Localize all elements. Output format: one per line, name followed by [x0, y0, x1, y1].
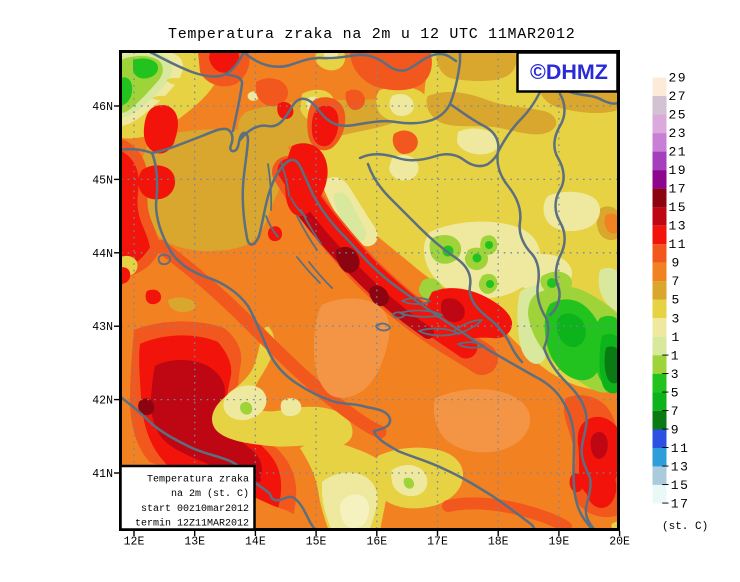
svg-text:©DHMZ: ©DHMZ — [530, 60, 608, 84]
svg-text:9: 9 — [672, 256, 681, 271]
svg-text:17: 17 — [669, 182, 688, 197]
svg-text:1: 1 — [672, 330, 681, 345]
svg-text:15E: 15E — [306, 536, 327, 549]
svg-text:21: 21 — [669, 145, 688, 160]
svg-text:16E: 16E — [366, 536, 387, 549]
svg-text:27: 27 — [669, 89, 688, 104]
svg-text:43N: 43N — [92, 321, 113, 334]
svg-text:−1: −1 — [662, 348, 681, 363]
svg-text:19: 19 — [669, 163, 688, 178]
svg-text:13E: 13E — [184, 536, 205, 549]
svg-text:14E: 14E — [245, 536, 266, 549]
svg-text:25: 25 — [669, 108, 688, 123]
svg-text:46N: 46N — [92, 101, 113, 114]
svg-text:start 00z10mar2012: start 00z10mar2012 — [141, 504, 249, 515]
svg-text:44N: 44N — [92, 248, 113, 261]
svg-text:−7: −7 — [662, 404, 681, 419]
svg-text:−3: −3 — [662, 367, 681, 382]
svg-text:−11: −11 — [662, 441, 690, 456]
svg-text:12E: 12E — [124, 536, 145, 549]
svg-text:−9: −9 — [662, 422, 681, 437]
svg-text:20E: 20E — [609, 536, 630, 549]
svg-text:−17: −17 — [662, 497, 690, 512]
svg-text:Temperatura zraka: Temperatura zraka — [147, 474, 249, 486]
svg-text:−15: −15 — [662, 478, 690, 493]
svg-text:41N: 41N — [92, 468, 113, 481]
svg-text:15: 15 — [669, 200, 688, 215]
svg-text:17E: 17E — [427, 536, 448, 549]
svg-text:na 2m (st. C): na 2m (st. C) — [171, 488, 249, 500]
svg-text:19E: 19E — [549, 536, 570, 549]
svg-text:45N: 45N — [92, 174, 113, 187]
svg-text:5: 5 — [672, 293, 681, 308]
svg-text:18E: 18E — [488, 536, 509, 549]
svg-text:42N: 42N — [92, 395, 113, 408]
svg-text:−13: −13 — [662, 459, 690, 474]
svg-text:23: 23 — [669, 126, 688, 141]
svg-text:29: 29 — [669, 71, 688, 86]
svg-text:11: 11 — [669, 237, 688, 252]
svg-text:7: 7 — [672, 274, 681, 289]
svg-text:Temperatura zraka na 2m u 12 U: Temperatura zraka na 2m u 12 UTC 11MAR20… — [168, 26, 575, 43]
svg-text:−5: −5 — [662, 385, 681, 400]
svg-text:(st. C): (st. C) — [662, 521, 708, 533]
svg-text:termin 12Z11MAR2012: termin 12Z11MAR2012 — [135, 518, 249, 530]
svg-text:3: 3 — [672, 311, 681, 326]
svg-text:13: 13 — [669, 219, 688, 234]
